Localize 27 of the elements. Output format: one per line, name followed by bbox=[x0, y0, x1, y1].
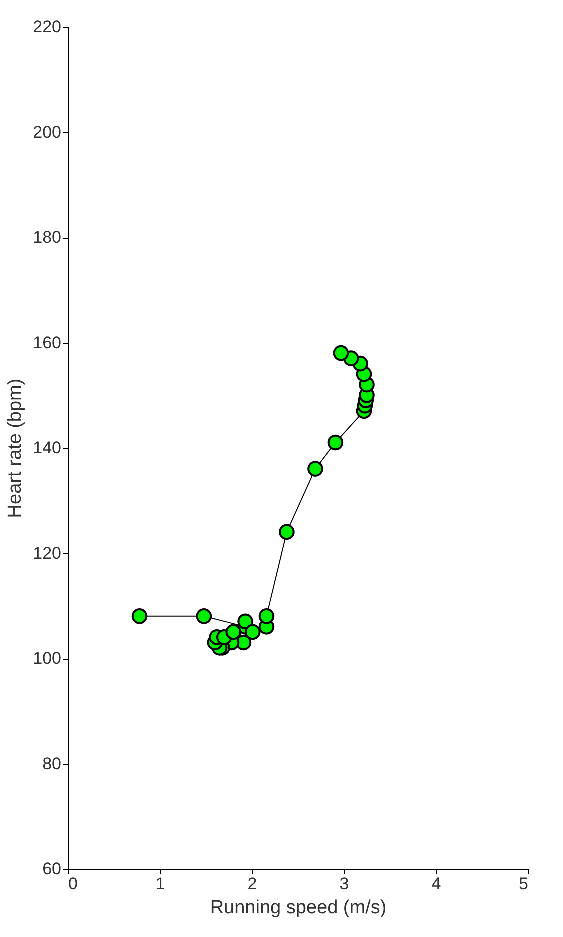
point bbox=[245, 624, 261, 640]
point bbox=[132, 608, 148, 624]
point bbox=[258, 608, 275, 624]
y-tick-label: 100 bbox=[33, 649, 62, 668]
point bbox=[279, 524, 295, 540]
x-tick-label: 5 bbox=[519, 874, 528, 894]
point bbox=[308, 461, 324, 477]
point bbox=[333, 345, 350, 362]
x-tick-label: 0 bbox=[68, 874, 78, 894]
x-axis-title: Running speed (m/s) bbox=[210, 898, 387, 918]
y-axis-title: Heart rate (bpm) bbox=[5, 378, 26, 518]
x-tick-label: 1 bbox=[156, 874, 166, 894]
y-tick-label: 120 bbox=[33, 544, 62, 563]
y-tick-label: 140 bbox=[33, 438, 62, 458]
y-tick-label: 220 bbox=[33, 18, 62, 36]
point bbox=[196, 608, 212, 624]
y-tick-label: 200 bbox=[33, 122, 62, 142]
x-tick-label: 3 bbox=[340, 874, 350, 894]
y-tick-label: 160 bbox=[33, 333, 62, 352]
y-tick-label: 180 bbox=[33, 228, 62, 247]
point bbox=[328, 434, 344, 451]
point bbox=[238, 614, 254, 630]
y-tick-label: 80 bbox=[42, 754, 62, 774]
point bbox=[226, 624, 242, 640]
x-tick-label: 4 bbox=[432, 874, 442, 894]
y-tick-label: 60 bbox=[42, 860, 62, 878]
x-tick-label: 2 bbox=[248, 874, 258, 894]
